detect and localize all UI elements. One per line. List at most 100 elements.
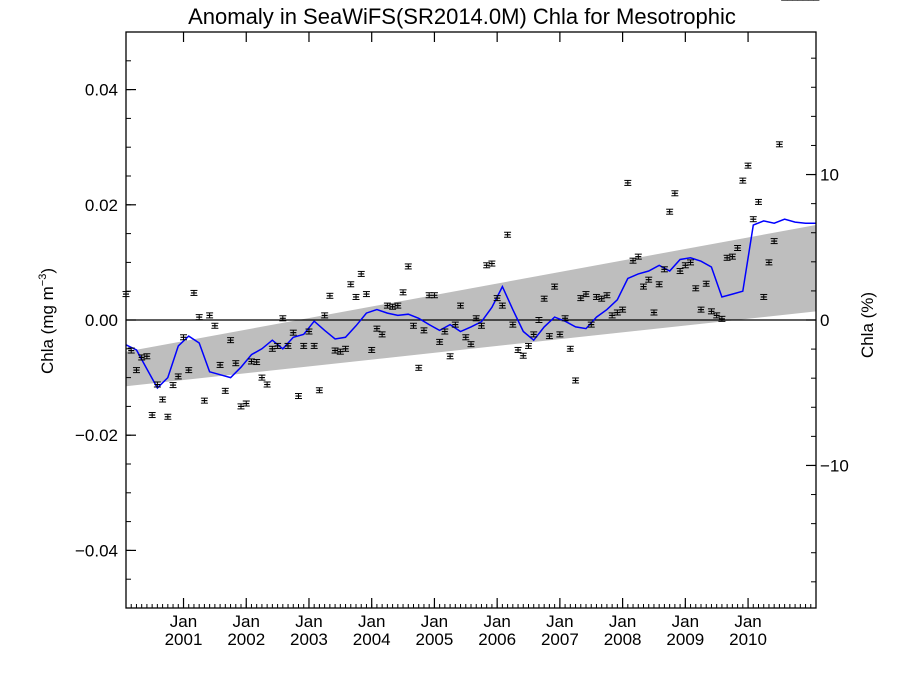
data-point <box>676 268 684 275</box>
data-point <box>577 295 585 302</box>
chart-title: Anomaly in SeaWiFS(SR2014.0M) Chla for M… <box>188 4 736 29</box>
data-point <box>169 382 177 389</box>
y-axis-label-right: Chla (%) <box>858 292 877 358</box>
data-point <box>671 190 679 197</box>
x-tick-label-month: Jan <box>233 612 260 631</box>
x-tick-label-year: 2005 <box>416 630 454 649</box>
data-point <box>760 293 768 300</box>
data-point <box>561 315 569 322</box>
data-point <box>713 312 721 319</box>
data-point <box>640 283 647 290</box>
data-point <box>289 329 297 336</box>
data-point <box>754 198 762 205</box>
data-point <box>519 352 527 359</box>
y-tick-label-left: −0.04 <box>75 541 118 560</box>
svg-text:Chla (mg m−3): Chla (mg m−3) <box>37 268 57 374</box>
data-point <box>592 293 600 300</box>
x-tick-label-year: 2006 <box>478 630 516 649</box>
data-point <box>509 321 517 328</box>
y-axis-label-left: Chla (mg m−3) <box>37 268 57 374</box>
data-point <box>148 412 156 419</box>
data-point <box>247 358 255 365</box>
y-axis-label-left-main: Chla (mg m <box>38 286 57 374</box>
data-point <box>436 338 444 345</box>
x-tick-label-month: Jan <box>421 612 448 631</box>
y-tick-label-right: 0 <box>820 311 829 330</box>
y-axis-label-left-close: ) <box>38 268 57 274</box>
data-point <box>221 387 229 394</box>
x-tick-label-month: Jan <box>483 612 510 631</box>
data-point <box>530 331 538 338</box>
data-point <box>190 289 198 296</box>
data-point <box>718 315 726 322</box>
data-point <box>185 367 193 374</box>
data-point <box>394 302 402 309</box>
trend-band-layer <box>126 224 816 387</box>
data-point <box>274 342 282 349</box>
data-point <box>598 295 606 302</box>
data-point <box>551 283 559 290</box>
data-point <box>352 293 360 300</box>
data-point <box>728 253 736 260</box>
data-point <box>697 306 705 313</box>
x-tick-label-year: 2007 <box>541 630 579 649</box>
data-point <box>624 179 632 186</box>
data-point <box>467 341 475 348</box>
data-point <box>399 289 407 296</box>
y-axis-label-left-sup: −3 <box>37 274 49 287</box>
data-point <box>138 354 146 361</box>
data-point <box>258 374 266 381</box>
x-tick-label-year: 2010 <box>729 630 767 649</box>
x-tick-label-year: 2001 <box>165 630 203 649</box>
data-point <box>556 331 564 338</box>
data-point <box>132 367 140 374</box>
x-tick-label-month: Jan <box>170 612 197 631</box>
data-point <box>404 263 412 270</box>
data-point <box>441 328 449 335</box>
data-point <box>566 345 574 352</box>
data-point <box>242 400 250 407</box>
data-point <box>253 359 261 366</box>
data-point <box>666 208 674 215</box>
data-point <box>451 321 459 328</box>
running-mean-layer <box>125 218 816 390</box>
data-point <box>279 315 287 322</box>
data-point <box>315 387 323 394</box>
data-point <box>493 295 501 302</box>
x-tick-label-month: Jan <box>672 612 699 631</box>
data-point <box>535 317 543 323</box>
x-tick-label-month: Jan <box>734 612 761 631</box>
data-point <box>446 353 454 360</box>
data-point <box>650 309 658 316</box>
data-point <box>200 397 208 404</box>
data-point <box>232 360 240 367</box>
data-point <box>389 303 397 310</box>
data-point <box>227 337 235 344</box>
data-point <box>739 177 747 184</box>
data-point <box>587 321 595 328</box>
data-point <box>310 342 318 349</box>
data-point <box>655 281 663 288</box>
x-tick-label-month: Jan <box>358 612 385 631</box>
y-tick-label-left: −0.02 <box>75 426 118 445</box>
data-point <box>770 238 778 245</box>
running-mean-line <box>125 218 816 390</box>
data-point <box>216 361 224 368</box>
data-point <box>744 162 752 169</box>
data-point <box>660 266 668 273</box>
data-point <box>378 331 386 338</box>
data-point <box>368 346 376 353</box>
data-point <box>645 276 653 283</box>
data-point <box>164 413 172 420</box>
data-point <box>415 364 423 371</box>
data-point <box>457 302 465 309</box>
x-tick-label-year: 2004 <box>353 630 391 649</box>
data-point <box>206 312 214 319</box>
data-point <box>180 334 188 341</box>
data-point <box>300 342 308 349</box>
data-point <box>143 353 151 360</box>
data-point <box>430 292 438 299</box>
y-tick-label-left: 0.04 <box>85 81 118 100</box>
